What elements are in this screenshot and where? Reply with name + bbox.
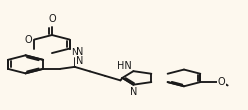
Text: O: O xyxy=(25,35,32,45)
Text: O: O xyxy=(48,14,56,24)
Text: N: N xyxy=(130,87,137,97)
Text: O: O xyxy=(218,77,226,87)
Text: HN: HN xyxy=(117,61,131,71)
Text: N: N xyxy=(71,48,78,57)
Text: N: N xyxy=(76,47,83,57)
Text: N: N xyxy=(76,56,83,66)
Text: N: N xyxy=(76,55,83,65)
